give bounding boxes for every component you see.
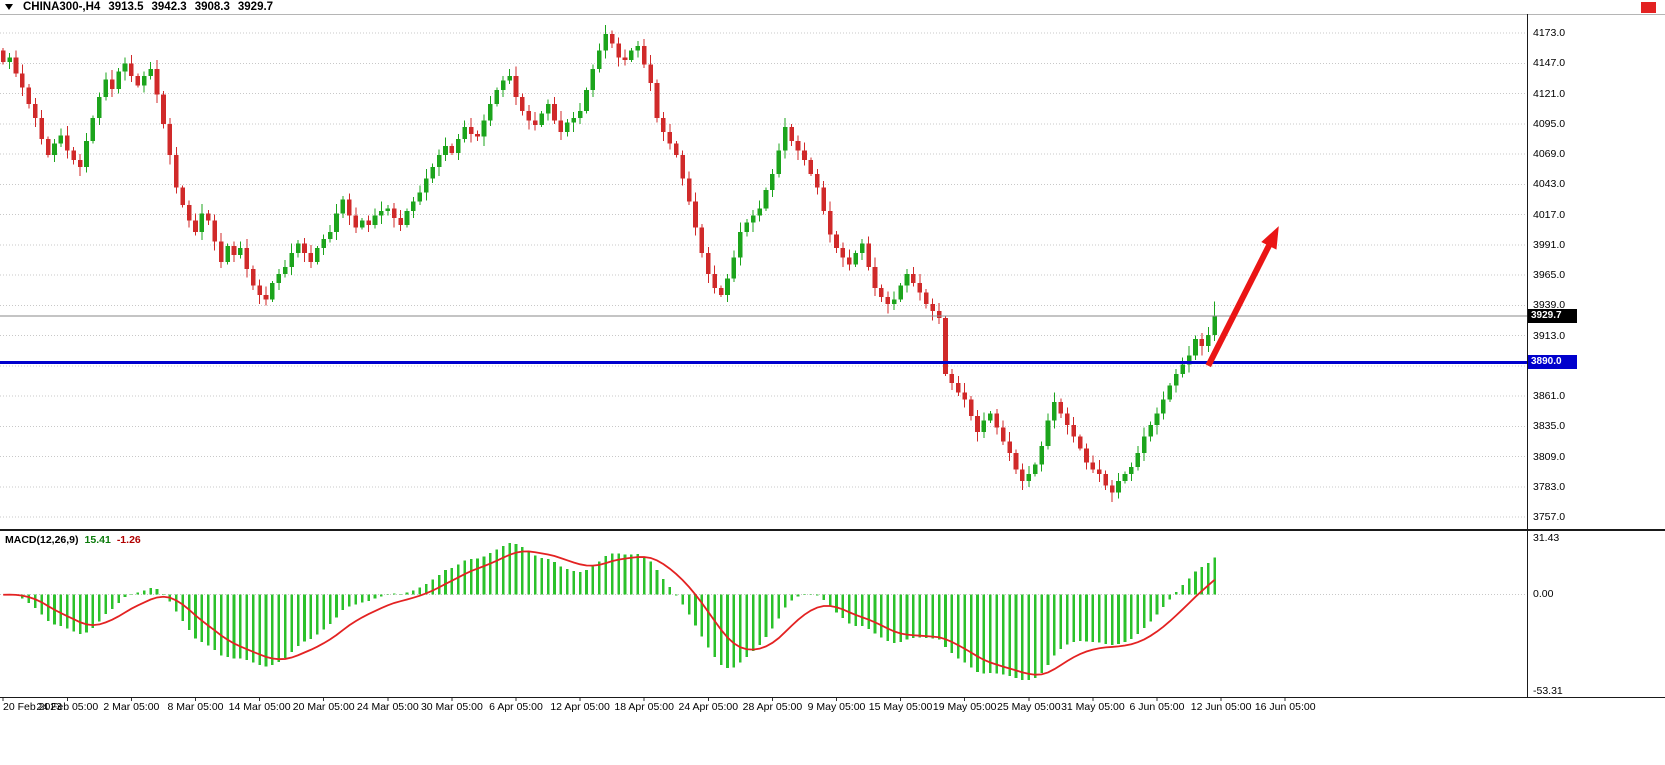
- time-tick-label: 12 Apr 05:00: [550, 701, 610, 713]
- price-tick-label: 3965.0: [1533, 269, 1566, 281]
- hline-price-badge[interactable]: 3890.0: [1528, 355, 1577, 370]
- time-tick-label: 20 Mar 05:00: [292, 701, 355, 713]
- price-tick-label: 4043.0: [1533, 178, 1566, 191]
- time-tick-label: 15 May 05:00: [868, 701, 933, 713]
- price-tick-label: 3939.0: [1533, 299, 1566, 312]
- quote-bar-separator: [0, 14, 1665, 15]
- price-tick-label: 3991.0: [1533, 238, 1566, 251]
- price-tick-label: 4121.0: [1533, 87, 1566, 100]
- macd-name: MACD(12,26,9): [5, 534, 79, 546]
- time-tick-label: 9 May 05:00: [807, 701, 866, 713]
- time-tick-label: 14 Mar 05:00: [228, 701, 291, 713]
- trend-arrow-head[interactable]: [1261, 226, 1279, 250]
- price-tick-label: 3757.0: [1533, 511, 1566, 523]
- time-tick-label: 31 May 05:00: [1061, 701, 1125, 713]
- price-tick-label: 4095.0: [1533, 117, 1566, 130]
- time-tick-label: 8 Mar 05:00: [167, 701, 224, 713]
- trend-arrow-shaft[interactable]: [1205, 242, 1273, 368]
- price-tick-label: 4173.0: [1533, 27, 1566, 39]
- price-tick-label: 3913.0: [1533, 329, 1566, 342]
- symbol-period-label: CHINA300-,H4: [23, 1, 101, 13]
- time-tick-label: 2 Mar 05:00: [103, 701, 160, 713]
- time-tick-label: 20 Feb 2023: [3, 701, 62, 713]
- time-tick-label: 24 Feb 05:00: [36, 701, 99, 713]
- macd-main-value: 15.41: [84, 534, 111, 546]
- time-tick-label: 19 May 05:00: [932, 701, 997, 713]
- price-tick-label: 3861.0: [1533, 390, 1566, 402]
- price-scale-separator: [1527, 14, 1528, 697]
- time-tick-label: 25 May 05:00: [996, 701, 1061, 713]
- symbol-dropdown-icon[interactable]: [5, 4, 13, 10]
- macd-scale-max: 31.43: [1533, 532, 1560, 544]
- macd-scale-min: -53.31: [1533, 685, 1563, 697]
- time-tick-label: 30 Mar 05:00: [420, 701, 483, 713]
- macd-panel-separator[interactable]: [0, 529, 1665, 531]
- price-tick-label: 3783.0: [1533, 480, 1566, 493]
- top-right-red-marker: [1641, 2, 1656, 13]
- time-tick-label: 16 Jun 05:00: [1254, 701, 1316, 713]
- macd-indicator-label: MACD(12,26,9) 15.41 -1.26: [5, 534, 141, 546]
- quote-close: 3929.7: [237, 1, 274, 13]
- price-tick-label: 3809.0: [1533, 450, 1566, 463]
- price-tick-label: 4147.0: [1533, 57, 1566, 70]
- time-tick-label: 12 Jun 05:00: [1190, 701, 1252, 713]
- time-tick-label: 24 Mar 05:00: [356, 701, 419, 713]
- time-tick-label: 28 Apr 05:00: [742, 701, 803, 713]
- time-tick-label: 6 Jun 05:00: [1129, 701, 1185, 713]
- quote-open: 3913.5: [108, 1, 144, 13]
- time-tick-label: 24 Apr 05:00: [678, 701, 739, 713]
- time-axis-separator: [0, 697, 1665, 698]
- macd-signal-value: -1.26: [116, 534, 141, 546]
- quote-high: 3942.3: [151, 1, 187, 13]
- quote-bar: CHINA300-,H4 3913.5 3942.3 3908.3 3929.7: [5, 1, 273, 13]
- time-tick-label: 6 Apr 05:00: [489, 701, 543, 713]
- macd-scale-zero: 0.00: [1533, 588, 1554, 600]
- quote-low: 3908.3: [194, 1, 230, 13]
- price-tick-label: 3835.0: [1533, 420, 1566, 433]
- price-tick-label: 4069.0: [1533, 148, 1566, 160]
- time-tick-label: 18 Apr 05:00: [614, 701, 674, 713]
- current-price-badge: 3929.7: [1528, 309, 1577, 324]
- price-tick-label: 4017.0: [1533, 208, 1566, 221]
